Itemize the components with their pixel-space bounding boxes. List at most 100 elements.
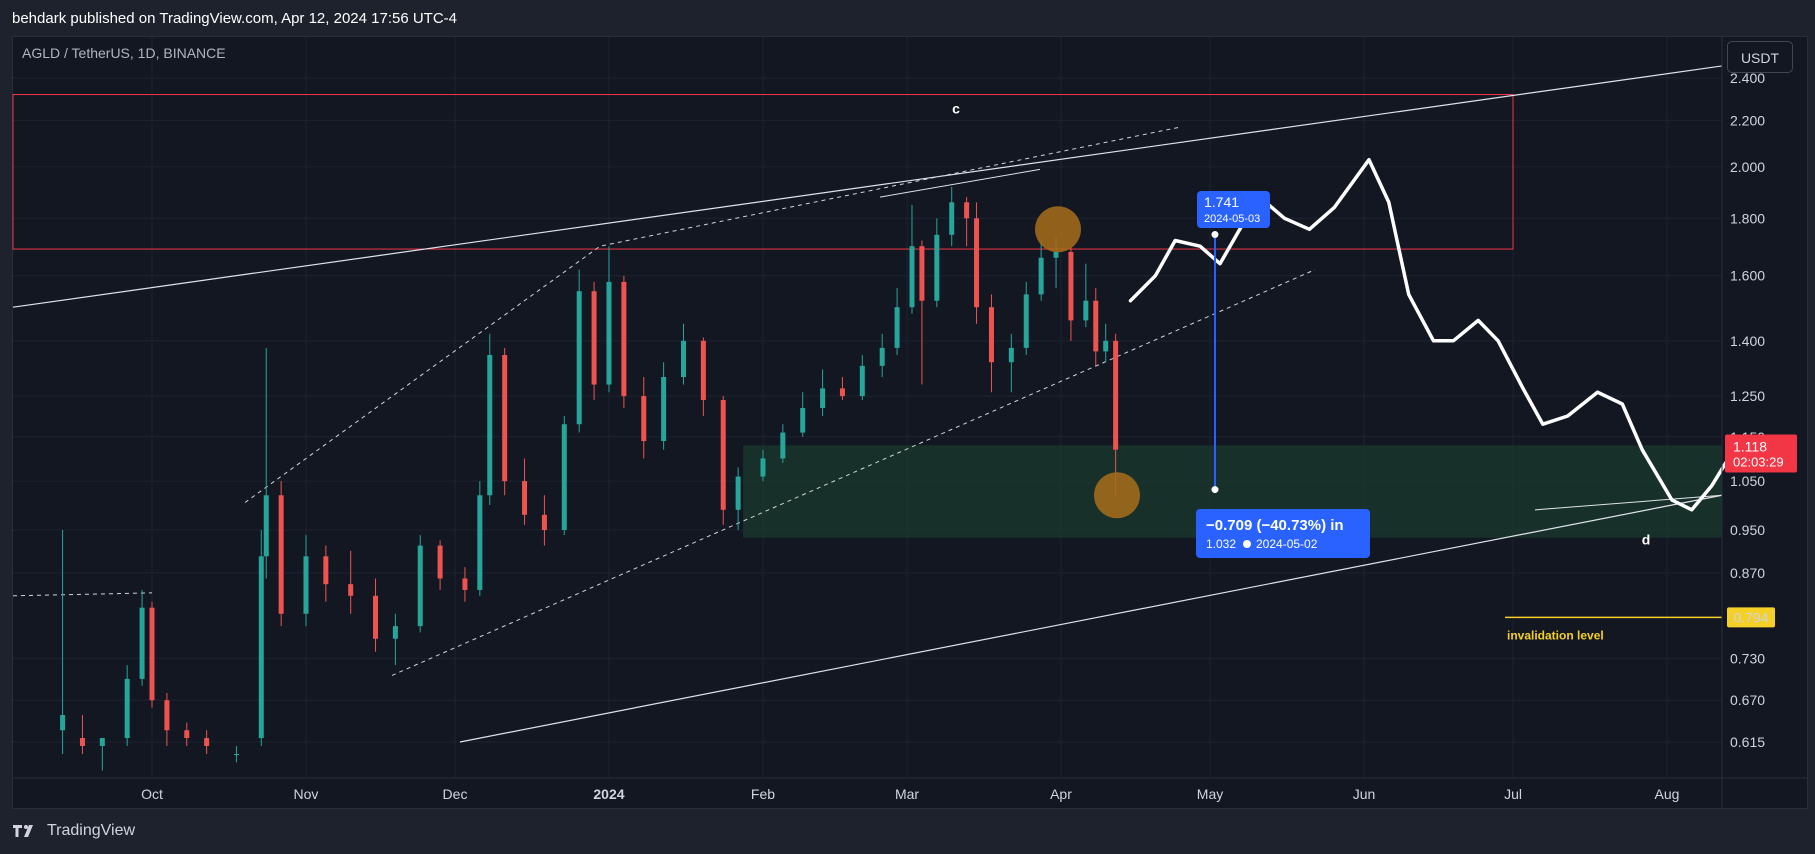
brand-name: TradingView — [47, 822, 136, 839]
price-tick-label: 2.200 — [1730, 112, 1765, 128]
candle-body[interactable] — [348, 584, 354, 596]
tradingview-brand[interactable]: TradingView — [13, 822, 135, 840]
candle-body[interactable] — [79, 738, 85, 746]
candle-body[interactable] — [680, 340, 686, 377]
short-line-top[interactable] — [879, 168, 1041, 198]
candle-body[interactable] — [373, 595, 379, 639]
currency-button[interactable]: USDT — [1727, 41, 1793, 73]
measure-point-bottom[interactable] — [1211, 486, 1219, 494]
candle-body[interactable] — [323, 556, 329, 585]
candle-body[interactable] — [1023, 294, 1029, 348]
candle-body[interactable] — [964, 202, 970, 219]
symbol-title[interactable]: AGLD / TetherUS, 1D, BINANCE — [22, 45, 226, 61]
candle-body[interactable] — [760, 458, 766, 477]
short-line-d[interactable] — [1534, 494, 1723, 511]
lower-trendline[interactable] — [459, 494, 1723, 743]
price-tick-label: 2.000 — [1730, 159, 1765, 175]
candle-body[interactable] — [720, 400, 726, 510]
candle-body[interactable] — [879, 347, 885, 366]
candle-body[interactable] — [974, 218, 980, 308]
candle-body[interactable] — [462, 578, 468, 590]
candle-body[interactable] — [621, 281, 627, 397]
projection-path[interactable] — [1128, 157, 1739, 512]
candle-body[interactable] — [541, 514, 547, 530]
upper-trendline[interactable] — [12, 65, 1723, 308]
candle-body[interactable] — [820, 388, 826, 408]
candle-body[interactable] — [278, 495, 284, 614]
candle-body[interactable] — [1053, 251, 1059, 258]
candle-body[interactable] — [1093, 300, 1099, 352]
candle-body[interactable] — [1083, 300, 1089, 321]
time-tick-label: Jul — [1504, 786, 1522, 802]
candle-body[interactable] — [233, 754, 239, 756]
measure-top-box — [1197, 191, 1270, 228]
candle-body[interactable] — [1038, 257, 1044, 295]
candle-body[interactable] — [184, 730, 190, 739]
candle-body[interactable] — [606, 281, 612, 385]
candle-body[interactable] — [263, 495, 269, 557]
clock-icon — [1243, 540, 1251, 548]
countdown-label: 02:03:29 — [1733, 455, 1784, 470]
candle-body[interactable] — [124, 678, 130, 739]
candle-body[interactable] — [60, 715, 66, 731]
candle-body[interactable] — [164, 700, 170, 731]
candle-body[interactable] — [477, 495, 483, 590]
candle-body[interactable] — [1068, 251, 1074, 321]
candle-body[interactable] — [561, 424, 567, 530]
price-tick-label: 0.615 — [1730, 734, 1765, 750]
candle-body[interactable] — [417, 545, 423, 627]
price-tick-label: 0.950 — [1730, 522, 1765, 538]
candle-body[interactable] — [700, 340, 706, 401]
candle-body[interactable] — [437, 545, 443, 579]
invalidation-price: 0.794 — [1733, 609, 1768, 625]
candle-body[interactable] — [934, 234, 940, 301]
supply-box[interactable] — [12, 94, 1514, 250]
candle-body[interactable] — [909, 246, 915, 308]
candle-body[interactable] — [859, 365, 865, 397]
candle-body[interactable] — [392, 626, 398, 639]
candle-body[interactable] — [149, 607, 155, 701]
invalidation-price-tag — [1727, 607, 1775, 628]
candle-body[interactable] — [99, 738, 105, 746]
candle-body[interactable] — [303, 556, 309, 614]
measure-top-price: 1.741 — [1204, 194, 1239, 210]
candle-body[interactable] — [661, 376, 667, 442]
orange-circle-top[interactable] — [1035, 206, 1081, 253]
candle-body[interactable] — [487, 354, 493, 496]
candle-body[interactable] — [591, 291, 597, 385]
candle-body[interactable] — [949, 202, 955, 235]
measure-bottom-box — [1196, 509, 1370, 558]
candle-body[interactable] — [522, 481, 528, 515]
candle-body[interactable] — [1113, 340, 1119, 450]
candle-body[interactable] — [1008, 347, 1014, 363]
candle-body[interactable] — [258, 556, 264, 739]
measure-bottom-price: 1.032 — [1206, 537, 1236, 551]
candle-body[interactable] — [839, 388, 845, 397]
last-price: 1.118 — [1733, 439, 1767, 455]
chart-panel[interactable] — [12, 36, 1808, 809]
candle-body[interactable] — [502, 354, 508, 482]
dashed-channel-upper[interactable] — [244, 126, 1181, 503]
candle-body[interactable] — [988, 307, 994, 363]
measure-point-top[interactable] — [1211, 231, 1219, 239]
candle-body[interactable] — [204, 738, 210, 746]
last-price-tag[interactable] — [1725, 434, 1797, 473]
candle-body[interactable] — [139, 607, 145, 679]
candle-body[interactable] — [894, 307, 900, 348]
dashed-channel-lower[interactable] — [391, 269, 1316, 676]
price-tick-label: 0.730 — [1730, 650, 1765, 666]
candle-body[interactable] — [735, 476, 741, 510]
candle-body[interactable] — [780, 432, 786, 459]
measure-top-date: 2024-05-03 — [1204, 213, 1260, 225]
candle-body[interactable] — [919, 246, 925, 301]
dashed-left-level[interactable] — [12, 592, 153, 597]
price-tick-label: 0.870 — [1730, 565, 1765, 581]
price-tick-label: 1.250 — [1730, 388, 1765, 404]
candle-body[interactable] — [1103, 340, 1109, 352]
candle-body[interactable] — [800, 407, 806, 433]
candle-body[interactable] — [576, 291, 582, 425]
candle-body[interactable] — [641, 396, 647, 442]
invalidation-label: invalidation level — [1507, 628, 1604, 642]
orange-circle-bottom[interactable] — [1094, 472, 1140, 519]
